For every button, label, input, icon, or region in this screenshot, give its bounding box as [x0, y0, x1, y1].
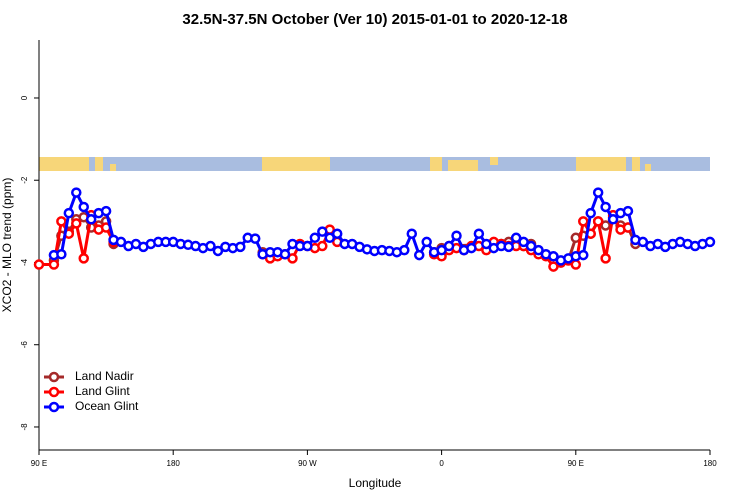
data-point — [309, 232, 321, 244]
data-point — [518, 236, 529, 248]
data-point — [413, 249, 425, 261]
data-point — [592, 216, 604, 227]
y-axis-label: XCO2 - MLO trend (ppm) — [0, 178, 14, 313]
y-tick-label: 0 — [20, 95, 29, 100]
data-point — [466, 242, 477, 254]
data-point — [115, 236, 127, 248]
legend-marker — [48, 386, 60, 398]
data-point — [600, 220, 611, 231]
x-tick-label: 0 — [439, 459, 444, 468]
data-point — [570, 259, 582, 270]
data-point — [48, 259, 60, 270]
data-point — [578, 216, 589, 227]
data-point — [317, 226, 328, 237]
data-point — [33, 259, 45, 270]
data-point — [637, 236, 649, 248]
legend-label: Land Glint — [75, 384, 130, 398]
y-tick-label: -8 — [20, 423, 29, 431]
x-tick-label: 90 E — [31, 459, 47, 468]
data-point — [287, 253, 298, 264]
x-tick-label: 90 E — [568, 459, 584, 468]
data-point — [212, 245, 224, 257]
legend-marker — [48, 401, 60, 413]
data-point — [592, 187, 604, 198]
data-point — [607, 214, 619, 225]
data-point — [302, 240, 313, 252]
y-tick-label: -6 — [20, 341, 29, 349]
data-point — [436, 244, 447, 256]
data-point — [622, 205, 634, 217]
data-point — [421, 236, 432, 248]
data-point — [205, 240, 216, 252]
y-tick-label: -2 — [20, 176, 29, 184]
data-point — [71, 187, 82, 198]
x-tick-label: 180 — [703, 459, 717, 468]
data-point — [85, 214, 97, 225]
legend-label: Land Nadir — [75, 369, 134, 383]
x-axis-label: Longitude — [349, 476, 402, 490]
data-point — [503, 241, 514, 253]
data-point — [578, 249, 589, 261]
land-mask-strip — [39, 157, 710, 171]
data-point — [249, 233, 261, 244]
data-point — [481, 238, 492, 250]
data-point — [71, 218, 82, 229]
data-point — [451, 230, 462, 241]
data-point — [78, 253, 89, 264]
data-point — [473, 228, 485, 239]
data-point — [279, 249, 291, 260]
data-point — [443, 240, 455, 252]
data-point — [63, 207, 75, 219]
chart-title: 32.5N-37.5N October (Ver 10) 2015-01-01 … — [182, 11, 567, 28]
data-point — [600, 253, 611, 264]
data-point — [533, 244, 544, 256]
data-point — [56, 216, 67, 227]
data-point — [548, 261, 559, 272]
legend-label: Ocean Glint — [75, 399, 139, 413]
data-point — [399, 244, 410, 256]
data-point — [331, 228, 343, 239]
data-point — [704, 236, 716, 248]
data-point — [235, 241, 246, 253]
legend-marker — [48, 371, 60, 383]
data-point — [510, 232, 522, 244]
data-point — [585, 207, 596, 219]
data-point — [548, 251, 559, 262]
data-point — [100, 205, 112, 217]
data-point — [600, 201, 611, 213]
data-point — [317, 240, 328, 252]
data-point — [78, 201, 89, 213]
data-point — [525, 240, 537, 252]
x-tick-label: 90 W — [298, 459, 317, 468]
y-tick-label: -4 — [20, 258, 29, 266]
data-point — [406, 228, 418, 239]
x-tick-label: 180 — [167, 459, 181, 468]
data-point — [56, 249, 67, 260]
data-point — [324, 232, 336, 244]
